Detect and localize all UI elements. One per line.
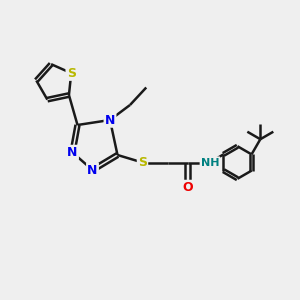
Text: N: N <box>87 164 98 176</box>
Text: N: N <box>105 113 115 127</box>
Text: NH: NH <box>201 158 219 167</box>
Text: S: S <box>138 156 147 169</box>
Text: O: O <box>182 181 193 194</box>
Text: N: N <box>67 146 78 159</box>
Text: S: S <box>67 67 76 80</box>
